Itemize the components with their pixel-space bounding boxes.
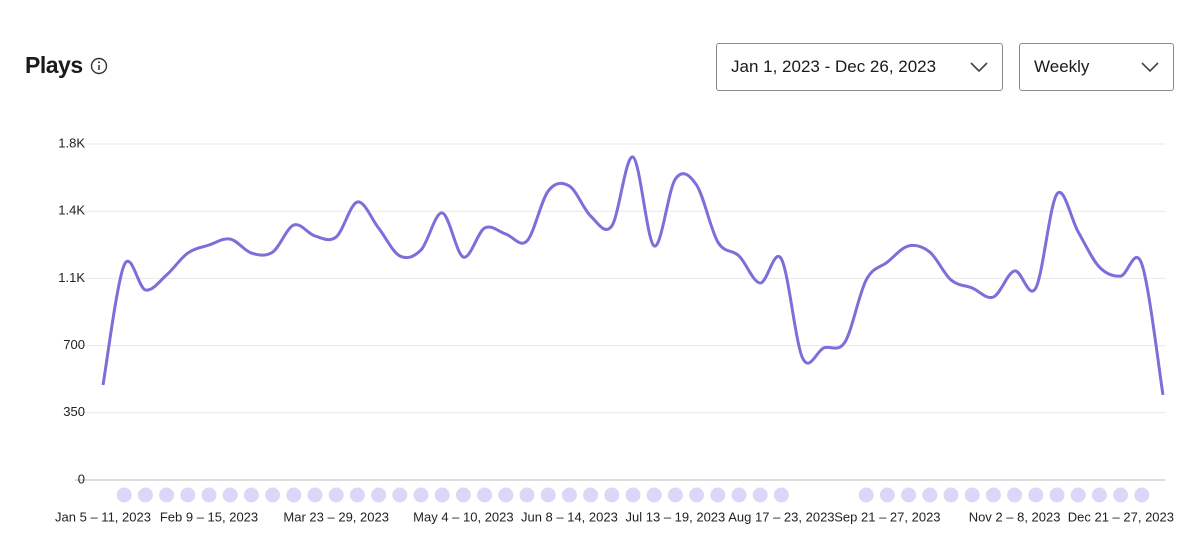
x-tick-label: Nov 2 – 8, 2023 [969,509,1061,524]
x-tick-label: May 4 – 10, 2023 [413,509,513,524]
info-icon[interactable] [90,57,108,75]
interval-dropdown[interactable]: Weekly [1019,43,1174,91]
y-tick-label: 1.4K [58,203,85,218]
release-marker [901,487,917,503]
release-marker [985,487,1001,503]
release-marker [858,487,874,503]
release-marker [1113,487,1129,503]
release-marker [964,487,980,503]
x-tick-label: Mar 23 – 29, 2023 [283,509,389,524]
release-marker [180,487,196,503]
release-marker [1028,487,1044,503]
release-marker [583,487,599,503]
page-title: Plays [25,52,83,78]
release-marker [625,487,641,503]
chevron [970,62,988,73]
release-marker [667,487,683,503]
line [101,155,1165,396]
release-marker [710,487,726,503]
release-marker [1049,487,1065,503]
release-marker [1134,487,1150,503]
release-marker [349,487,365,503]
release-marker [519,487,535,503]
y-tick-label: 0 [78,471,85,486]
release-marker [561,487,577,503]
release-marker [540,487,556,503]
x-tick-label: Feb 9 – 15, 2023 [160,509,258,524]
release-marker [137,487,153,503]
release-marker [604,487,620,503]
release-marker [477,487,493,503]
release-marker [922,487,938,503]
release-marker [307,487,323,503]
release-marker [328,487,344,503]
date-range-dropdown[interactable]: Jan 1, 2023 - Dec 26, 2023 [716,43,1003,91]
x-tick-label: Jul 13 – 19, 2023 [626,509,726,524]
release-marker [243,487,259,503]
release-marker [434,487,450,503]
chevron [1141,62,1159,73]
release-marker [455,487,471,503]
release-marker [943,487,959,503]
release-marker [222,487,238,503]
release-marker [159,487,175,503]
y-tick-label: 700 [63,337,85,352]
x-tick-label: Jan 5 – 11, 2023 [55,509,151,524]
date-range-text: Jan 1, 2023 - Dec 26, 2023 [731,57,937,76]
release-marker [646,487,662,503]
y-tick-label: 1.8K [58,135,85,150]
x-tick-label: Aug 17 – 23, 2023 [728,509,834,524]
release-marker [689,487,705,503]
release-marker [1070,487,1086,503]
release-marker [265,487,281,503]
release-marker [752,487,768,503]
release-marker [1091,487,1107,503]
release-marker [413,487,429,503]
interval-text: Weekly [1034,57,1090,76]
x-tick-label: Dec 21 – 27, 2023 [1068,509,1174,524]
y-tick-label: 1.1K [58,270,85,285]
release-marker [371,487,387,503]
release-marker [392,487,408,503]
release-marker [116,487,132,503]
release-marker [1007,487,1023,503]
release-marker [773,487,789,503]
x-tick-label: Sep 21 – 27, 2023 [834,509,940,524]
release-marker [286,487,302,503]
y-tick-label: 350 [63,404,85,419]
release-marker [498,487,514,503]
release-marker [201,487,217,503]
release-marker [731,487,747,503]
release-marker [879,487,895,503]
x-tick-label: Jun 8 – 14, 2023 [521,509,618,524]
